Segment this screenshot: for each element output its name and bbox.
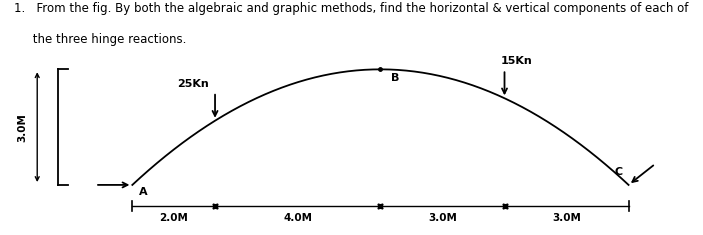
Text: 15Kn: 15Kn xyxy=(501,56,532,66)
Text: 1.   From the fig. By both the algebraic and graphic methods, find the horizonta: 1. From the fig. By both the algebraic a… xyxy=(14,2,688,15)
Text: the three hinge reactions.: the three hinge reactions. xyxy=(14,33,186,46)
Text: C: C xyxy=(614,167,622,177)
Text: 2.0M: 2.0M xyxy=(160,213,188,223)
Text: 3.0M: 3.0M xyxy=(18,113,27,141)
Text: 3.0M: 3.0M xyxy=(428,213,457,223)
Text: 3.0M: 3.0M xyxy=(552,213,581,223)
Text: 4.0M: 4.0M xyxy=(283,213,312,223)
Text: B: B xyxy=(391,73,399,83)
Text: 25Kn: 25Kn xyxy=(177,79,209,89)
Text: A: A xyxy=(138,187,147,197)
